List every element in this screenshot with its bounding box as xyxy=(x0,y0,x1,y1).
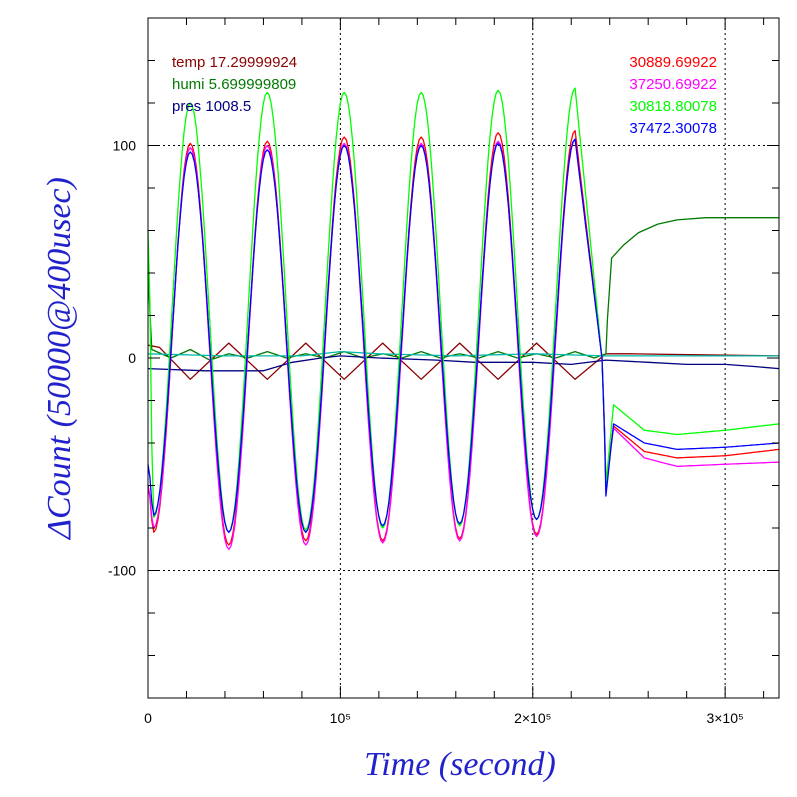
tick-labels: 0 10⁵ 2×10⁵ 3×10⁵ 100 0 -100 xyxy=(108,138,744,727)
legend-entry: temp 17.29999924 xyxy=(172,54,297,71)
y-tick-label: 100 xyxy=(113,138,137,154)
legend-entry: humi 5.699999809 xyxy=(172,76,296,93)
y-tick-label: -100 xyxy=(108,563,136,579)
x-tick-label: 0 xyxy=(144,710,152,726)
legend-entry: 30818.80078 xyxy=(629,98,717,115)
series-line xyxy=(147,355,780,372)
x-tick-label: 3×10⁵ xyxy=(706,710,743,726)
x-axis-title: Time (second) xyxy=(364,746,556,783)
data-series xyxy=(147,87,780,550)
y-tick-label: 0 xyxy=(128,350,136,366)
y-axis-title: ΔCount (50000@400usec) xyxy=(41,177,78,541)
series-line xyxy=(147,217,779,361)
series-line xyxy=(147,138,780,533)
series-line xyxy=(147,350,779,357)
x-tick-label: 2×10⁵ xyxy=(514,710,551,726)
legend-entry: 37250.69922 xyxy=(629,76,717,93)
axis-ticks xyxy=(148,18,779,698)
x-tick-label: 10⁵ xyxy=(330,710,351,726)
legend-entry: pres 1008.5 xyxy=(172,98,251,115)
legend-entry: 30889.69922 xyxy=(629,54,717,71)
grid-lines xyxy=(148,18,779,698)
series-line xyxy=(147,342,780,380)
legend-entry: 37472.30078 xyxy=(629,120,717,137)
legend: temp 17.29999924 humi 5.699999809 pres 100… xyxy=(172,54,717,137)
